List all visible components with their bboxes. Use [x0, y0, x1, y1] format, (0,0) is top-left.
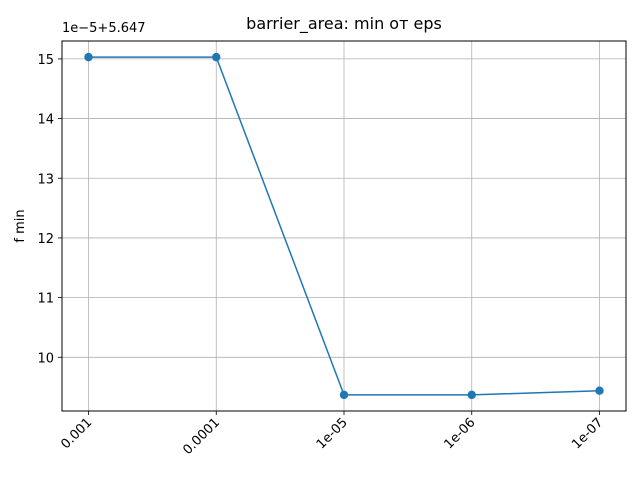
- data-point: [595, 386, 604, 395]
- y-tick-label: 10: [37, 351, 54, 366]
- chart-title: barrier_area: min от eps: [246, 14, 442, 34]
- y-tick-label: 15: [37, 53, 54, 68]
- y-axis-label: f min: [13, 209, 28, 242]
- x-tick-label: 1e-07: [569, 415, 606, 452]
- data-point: [339, 390, 349, 400]
- series-layer: [84, 52, 604, 400]
- x-tick-label: 0.0001: [180, 415, 223, 458]
- y-tick-label: 11: [37, 292, 54, 307]
- data-point: [84, 52, 93, 62]
- grid-lines: [62, 41, 626, 411]
- y-tick-label: 14: [37, 113, 54, 128]
- y-tick-label: 13: [37, 172, 54, 187]
- x-tick-label: 1e-05: [314, 415, 351, 452]
- tick-layer: 0.001 0.0001 1e-05 1e-06 1e-07 10 11 12 13 14 15: [37, 53, 606, 458]
- x-tick-label: 1e-06: [441, 415, 478, 452]
- y-tick-label: 12: [37, 232, 54, 247]
- y-axis-offset-label: 1e−5+5.647: [62, 21, 146, 36]
- data-point: [467, 390, 476, 400]
- data-point: [212, 52, 221, 62]
- x-tick-label: 0.001: [58, 415, 95, 452]
